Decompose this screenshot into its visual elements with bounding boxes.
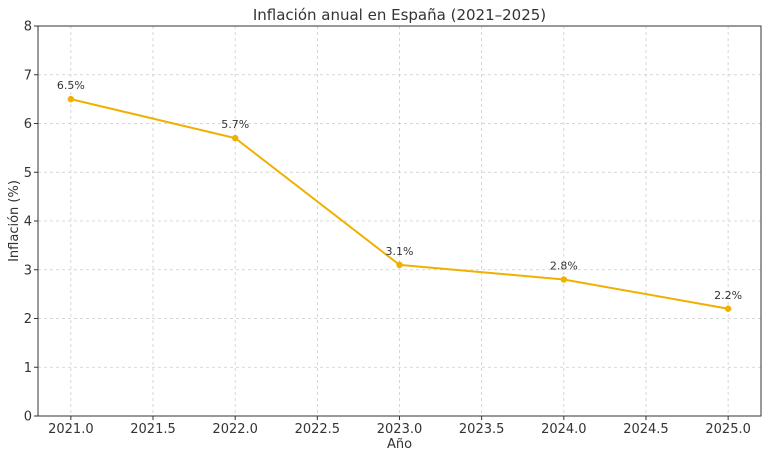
x-tick-label: 2021.0 [48,422,94,437]
y-tick-label: 7 [24,68,32,83]
axis-ticks: 2021.0 2021.5 2022.0 2022.5 2023.0 2023.5 2024… [24,20,751,438]
y-tick-label: 5 [24,166,32,181]
series-layer [67,95,732,312]
x-tick-label: 2021.5 [130,422,176,437]
data-point [396,261,403,269]
data-label: 6.5% [57,79,85,92]
data-labels: 6.5% 5.7% 3.1% 2.8% 2.2% [57,79,742,302]
y-tick-label: 8 [24,20,32,35]
data-point [67,95,75,103]
grid-lines [38,25,761,417]
chart-title: Inflación anual en España (2021–2025) [253,6,546,24]
data-point [560,276,568,283]
x-tick-label: 2022.5 [295,422,341,437]
y-tick-label: 0 [24,410,32,425]
data-point [724,305,732,312]
data-label: 5.7% [221,118,249,131]
x-axis-label: Año [387,437,412,452]
y-tick-label: 6 [24,117,32,132]
x-tick-label: 2024.0 [541,422,587,437]
data-label: 2.2% [714,289,742,302]
data-label: 3.1% [386,245,414,258]
y-axis-label: Inflación (%) [7,180,22,262]
x-tick-label: 2024.5 [623,422,669,437]
data-label: 2.8% [550,260,578,273]
y-tick-label: 4 [24,215,32,230]
x-tick-label: 2023.0 [377,422,423,437]
y-tick-label: 3 [24,263,32,278]
x-tick-label: 2025.0 [705,422,751,437]
x-tick-label: 2023.5 [459,422,505,437]
y-tick-label: 1 [24,361,32,376]
data-point [231,134,239,142]
y-tick-label: 2 [24,312,32,327]
x-tick-label: 2022.0 [212,422,258,437]
